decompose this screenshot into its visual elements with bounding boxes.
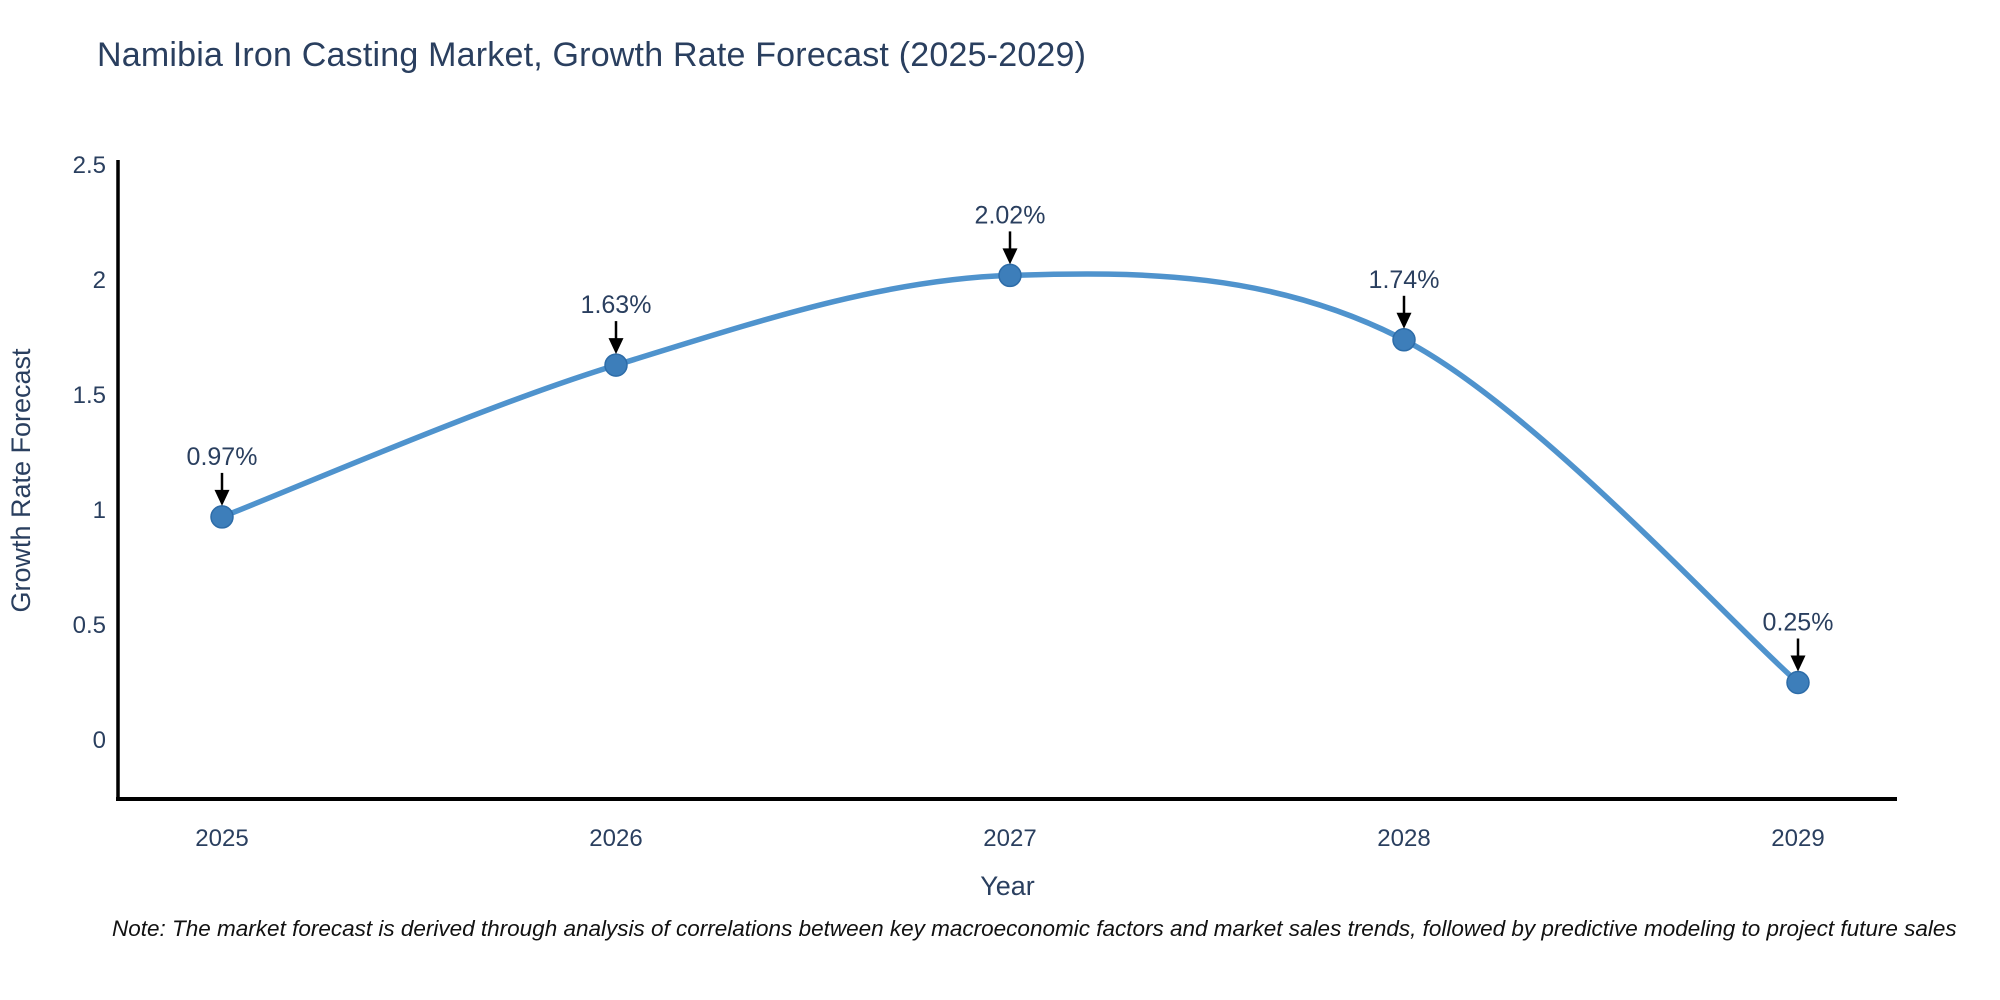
- annotation-arrowhead-icon: [608, 338, 624, 355]
- y-tick-label: 2: [93, 267, 106, 294]
- footnote: Note: The market forecast is derived thr…: [112, 916, 1957, 941]
- annotation-arrowhead-icon: [1002, 248, 1018, 265]
- x-tick-label: 2028: [1377, 825, 1430, 852]
- data-point-marker[interactable]: [604, 353, 628, 377]
- x-axis-title: Year: [980, 871, 1035, 901]
- data-point-marker[interactable]: [998, 263, 1022, 288]
- x-tick-label: 2029: [1771, 825, 1824, 852]
- data-point-label: 1.74%: [1369, 266, 1440, 294]
- forecast-line: [219, 271, 1801, 686]
- y-tick-label: 0: [93, 727, 106, 754]
- y-tick-label: 1.5: [73, 382, 106, 409]
- data-point-marker[interactable]: [1786, 670, 1810, 695]
- data-point-label: 0.25%: [1763, 609, 1834, 637]
- data-point-label: 1.63%: [581, 291, 652, 319]
- y-tick-label: 1: [93, 497, 106, 524]
- data-point-label: 2.02%: [975, 201, 1046, 229]
- chart-title: Namibia Iron Casting Market, Growth Rate…: [97, 36, 1087, 74]
- x-tick-label: 2026: [589, 825, 642, 852]
- annotation-arrowhead-icon: [214, 489, 230, 506]
- data-point-label: 0.97%: [187, 443, 258, 471]
- data-point-marker[interactable]: [210, 505, 234, 529]
- y-axis-title: Growth Rate Forecast: [6, 348, 36, 613]
- data-point-marker[interactable]: [1392, 328, 1416, 352]
- x-tick-label: 2027: [983, 825, 1036, 852]
- annotation-arrowhead-icon: [1790, 655, 1806, 672]
- y-tick-label: 2.5: [73, 152, 106, 179]
- y-tick-label: 0.5: [73, 612, 106, 639]
- annotation-arrowhead-icon: [1396, 312, 1412, 329]
- x-tick-label: 2025: [195, 825, 248, 852]
